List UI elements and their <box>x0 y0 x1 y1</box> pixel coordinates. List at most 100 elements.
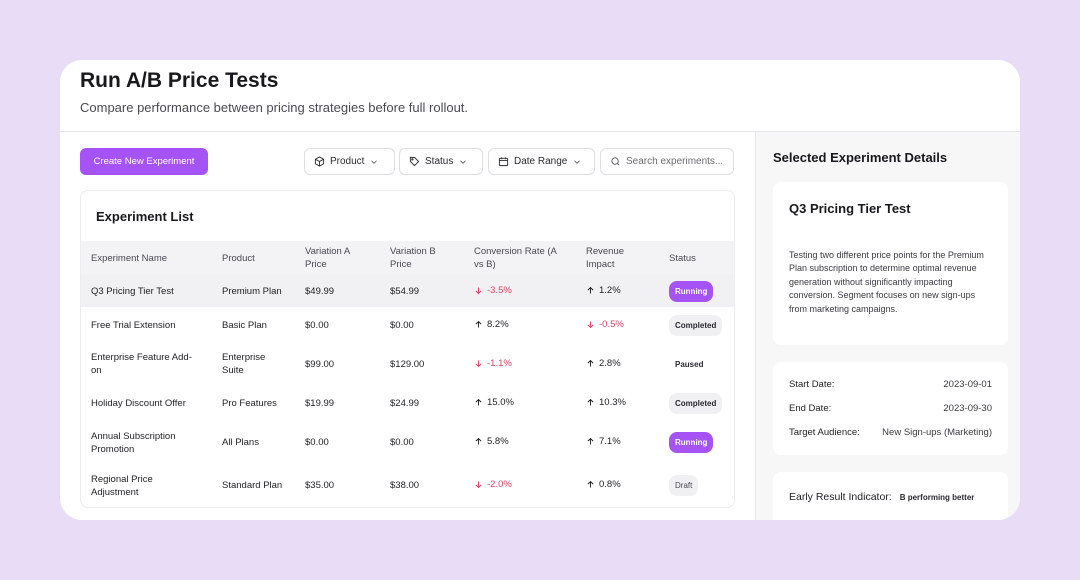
experiment-name: Q3 Pricing Tier Test <box>789 201 911 216</box>
indicator-label: Early Result Indicator: <box>789 491 892 503</box>
revenue-value: 10.3% <box>599 396 626 408</box>
table-row[interactable]: Annual Subscription Promotion All Plans … <box>81 421 734 464</box>
tag-icon <box>409 156 420 167</box>
product-cell: Enterprise Suite <box>222 352 266 376</box>
end-date-value: 2023-09-30 <box>943 403 992 414</box>
conversion-value: 15.0% <box>487 396 514 408</box>
indicator-value: B performing better <box>899 492 975 502</box>
experiment-name-cell: Holiday Discount Offer <box>91 397 186 409</box>
create-experiment-button[interactable]: Create New Experiment <box>80 148 208 175</box>
status-filter-label: Status <box>425 156 454 167</box>
price-b-cell: $0.00 <box>390 319 414 331</box>
status-filter[interactable]: Status <box>399 148 483 175</box>
column-header[interactable]: Variation B Price <box>390 246 436 270</box>
price-a-cell: $49.99 <box>305 285 335 297</box>
chevron-down-icon <box>371 159 378 164</box>
box-icon <box>314 156 325 167</box>
conversion-cell: -1.1% <box>464 343 576 385</box>
revenue-cell: 0.8% <box>576 464 659 507</box>
experiment-table: Experiment Name Product Variation A Pric… <box>81 241 734 507</box>
conversion-cell: -2.0% <box>464 464 576 507</box>
arrow-up-icon <box>587 480 594 488</box>
experiment-meta-card: Start Date: 2023-09-01 End Date: 2023-09… <box>773 362 1008 455</box>
revenue-value: 2.8% <box>599 357 621 369</box>
column-header[interactable]: Status <box>669 252 696 264</box>
table-row[interactable]: Free Trial Extension Basic Plan $0.00 $0… <box>81 307 734 343</box>
product-filter[interactable]: Product <box>304 148 395 175</box>
end-date-label: End Date: <box>789 403 832 414</box>
search-input[interactable] <box>626 156 722 167</box>
experiment-description: Testing two different price points for t… <box>789 250 984 314</box>
table-row[interactable]: Enterprise Feature Add-on Enterprise Sui… <box>81 343 734 385</box>
table-header-row: Experiment Name Product Variation A Pric… <box>81 241 734 275</box>
price-a-cell: $99.00 <box>305 358 335 370</box>
status-cell: Draft <box>659 464 734 507</box>
column-header[interactable]: Experiment Name <box>91 252 168 264</box>
product-cell: Standard Plan <box>222 480 283 491</box>
search-box[interactable] <box>600 148 734 175</box>
revenue-value: -0.5% <box>599 318 624 330</box>
arrow-up-icon <box>475 320 482 327</box>
column-header[interactable]: Revenue Impact <box>586 246 625 270</box>
revenue-cell: 10.3% <box>576 385 659 421</box>
status-badge: Completed <box>669 392 723 414</box>
price-b-cell: $24.99 <box>390 397 420 409</box>
conversion-cell: 15.0% <box>464 385 576 421</box>
page-header: Run A/B Price Tests Compare performance … <box>60 60 1020 132</box>
conversion-value: -2.0% <box>487 479 512 490</box>
details-title: Selected Experiment Details <box>773 150 948 165</box>
page-title: Run A/B Price Tests <box>80 69 279 92</box>
experiment-summary-card: Q3 Pricing Tier Test Testing two differe… <box>773 182 1008 345</box>
product-filter-label: Product <box>330 156 365 167</box>
start-date-row: Start Date: 2023-09-01 <box>789 379 992 390</box>
arrow-down-icon <box>475 481 482 489</box>
status-cell: Running <box>659 421 734 464</box>
column-header[interactable]: Conversion Rate (A vs B) <box>474 246 557 270</box>
start-date-value: 2023-09-01 <box>943 379 992 390</box>
conversion-cell: -3.5% <box>464 275 576 307</box>
status-cell: Completed <box>659 385 734 421</box>
start-date-label: Start Date: <box>789 379 835 390</box>
chevron-down-icon <box>574 159 581 164</box>
revenue-cell: -0.5% <box>576 307 659 343</box>
conversion-value: -3.5% <box>487 284 512 296</box>
date-range-filter[interactable]: Date Range <box>488 148 595 175</box>
experiment-name-cell: Q3 Pricing Tier Test <box>91 285 174 297</box>
arrow-up-icon <box>475 398 482 405</box>
conversion-cell: 8.2% <box>464 307 576 343</box>
experiment-name-cell: Regional Price Adjustment <box>91 473 153 498</box>
conversion-value: 5.8% <box>487 436 509 447</box>
experiment-name-cell: Free Trial Extension <box>91 319 176 331</box>
status-cell: Completed <box>659 307 734 343</box>
arrow-up-icon <box>587 398 594 405</box>
date-range-filter-label: Date Range <box>514 156 568 167</box>
table-row[interactable]: Holiday Discount Offer Pro Features $19.… <box>81 385 734 421</box>
table-row[interactable]: Q3 Pricing Tier Test Premium Plan $49.99… <box>81 275 734 307</box>
main-panel: Create New Experiment Product Status Dat… <box>60 132 755 520</box>
conversion-cell: 5.8% <box>464 421 576 464</box>
conversion-value: -1.1% <box>487 357 512 369</box>
column-header[interactable]: Product <box>222 252 255 264</box>
status-cell: Running <box>659 275 734 307</box>
result-indicator-card: Early Result Indicator: B performing bet… <box>773 472 1008 520</box>
revenue-value: 1.2% <box>599 284 621 296</box>
chevron-down-icon <box>460 159 467 164</box>
column-header[interactable]: Variation A Price <box>305 246 350 270</box>
price-a-cell: $35.00 <box>305 480 335 491</box>
search-icon <box>611 157 620 166</box>
product-cell: Premium Plan <box>222 285 282 297</box>
revenue-cell: 1.2% <box>576 275 659 307</box>
price-a-cell: $0.00 <box>305 319 329 331</box>
table-row[interactable]: Regional Price Adjustment Standard Plan … <box>81 464 734 507</box>
target-audience-value: New Sign-ups (Marketing) <box>882 427 992 438</box>
result-indicator: Early Result Indicator: B performing bet… <box>789 491 974 503</box>
arrow-up-icon <box>587 359 594 366</box>
status-badge: Draft <box>669 475 699 496</box>
price-a-cell: $0.00 <box>305 437 329 448</box>
experiment-name-cell: Annual Subscription Promotion <box>91 430 176 455</box>
arrow-down-icon <box>587 321 594 328</box>
arrow-down-icon <box>475 360 482 367</box>
price-a-cell: $19.99 <box>305 397 335 409</box>
price-b-cell: $38.00 <box>390 480 420 491</box>
details-panel: Selected Experiment Details Q3 Pricing T… <box>755 132 1020 520</box>
